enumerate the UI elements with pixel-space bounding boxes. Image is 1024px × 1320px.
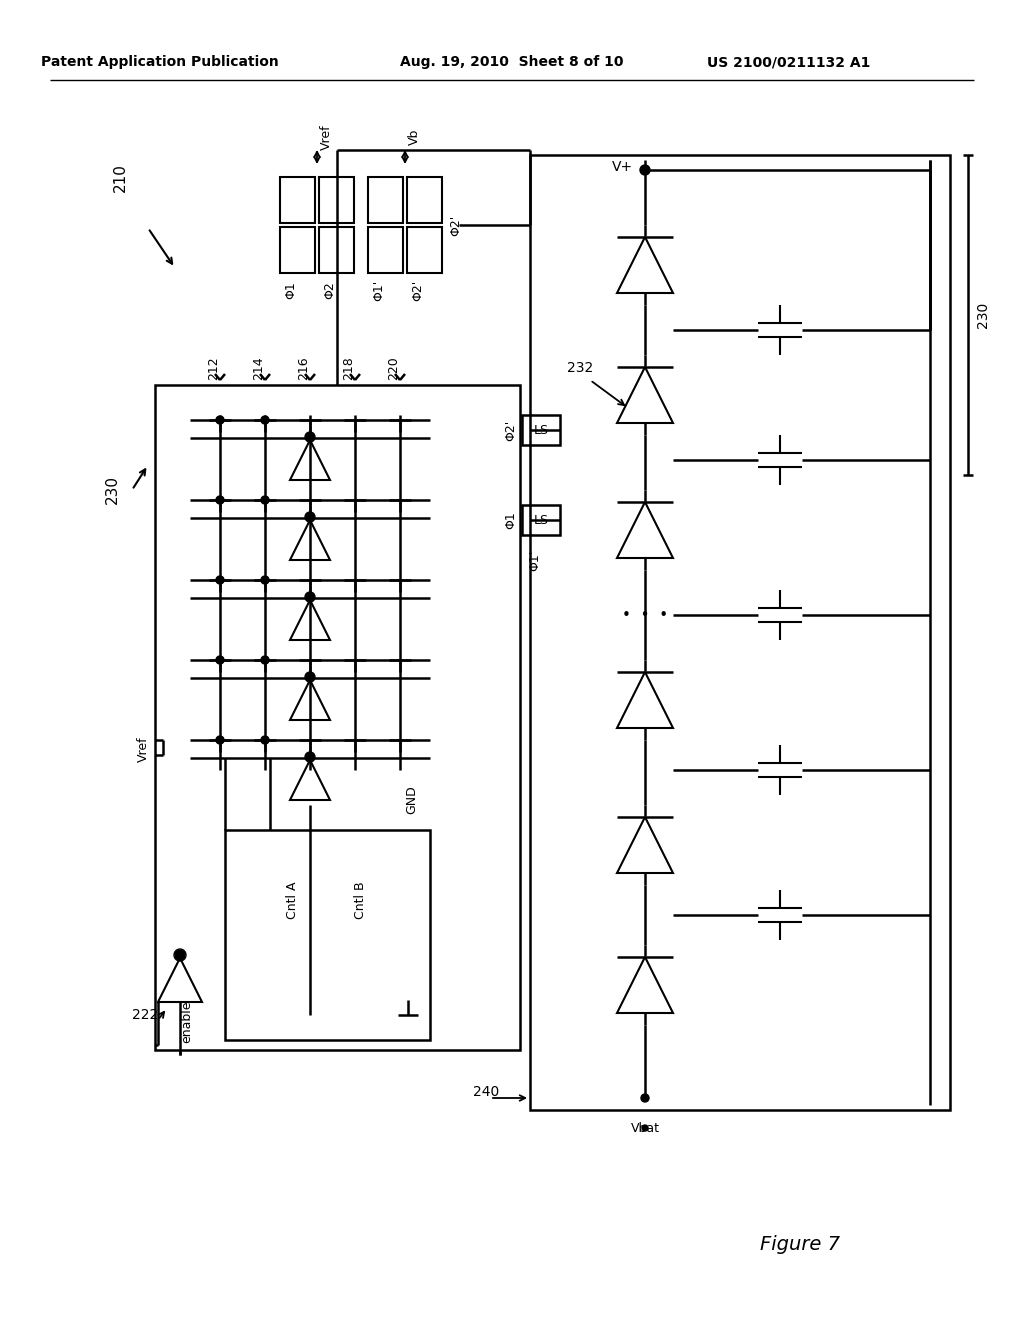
Text: Φ1: Φ1 [504, 511, 517, 529]
Text: Vref: Vref [137, 737, 150, 762]
Circle shape [642, 1125, 648, 1131]
Text: Cntl A: Cntl A [287, 882, 299, 919]
Text: 216: 216 [297, 356, 310, 380]
Text: •  •  •: • • • [622, 607, 668, 623]
Circle shape [641, 1094, 649, 1102]
Text: Vb: Vb [408, 129, 421, 145]
Text: Φ2: Φ2 [323, 281, 336, 298]
Text: Vref: Vref [319, 124, 333, 149]
Circle shape [216, 416, 224, 424]
Circle shape [306, 673, 314, 681]
Text: US 2100/0211132 A1: US 2100/0211132 A1 [707, 55, 870, 69]
Text: 230: 230 [104, 475, 120, 504]
Bar [319, 227, 354, 273]
Bar [280, 177, 315, 223]
Circle shape [216, 576, 224, 583]
Text: 214: 214 [252, 356, 265, 380]
Text: Cntl B: Cntl B [354, 882, 368, 919]
Text: enable: enable [180, 1001, 193, 1043]
Text: Φ2': Φ2' [411, 280, 424, 301]
Text: Φ2': Φ2' [450, 214, 463, 236]
Bar [522, 414, 560, 445]
Bar [530, 154, 950, 1110]
Text: 210: 210 [113, 164, 128, 193]
Bar [522, 506, 560, 535]
Circle shape [640, 165, 650, 176]
Text: Φ1: Φ1 [284, 281, 297, 298]
Circle shape [306, 593, 314, 601]
Circle shape [216, 737, 224, 744]
Text: LS: LS [534, 424, 549, 437]
Bar [407, 227, 442, 273]
Circle shape [216, 496, 224, 504]
Text: 232: 232 [567, 360, 593, 375]
Text: LS: LS [534, 513, 549, 527]
Circle shape [175, 950, 185, 960]
Circle shape [306, 513, 314, 521]
Bar [319, 177, 354, 223]
Text: Φ1': Φ1' [372, 280, 385, 301]
Text: Aug. 19, 2010  Sheet 8 of 10: Aug. 19, 2010 Sheet 8 of 10 [400, 55, 624, 69]
Circle shape [261, 416, 269, 424]
Text: 220: 220 [387, 356, 400, 380]
Text: Figure 7: Figure 7 [760, 1236, 840, 1254]
Circle shape [261, 576, 269, 583]
Text: 218: 218 [342, 356, 355, 380]
Text: Vbat: Vbat [631, 1122, 659, 1134]
Text: Φ2': Φ2' [504, 420, 517, 441]
Text: 222: 222 [132, 1008, 158, 1022]
Text: 240: 240 [473, 1085, 499, 1100]
Text: Patent Application Publication: Patent Application Publication [41, 55, 279, 69]
Text: 230: 230 [976, 302, 990, 329]
Bar [225, 830, 430, 1040]
Bar [368, 177, 403, 223]
Circle shape [216, 656, 224, 664]
Circle shape [261, 656, 269, 664]
Text: GND: GND [406, 785, 418, 814]
Circle shape [306, 752, 314, 762]
Text: V+: V+ [612, 160, 633, 174]
Circle shape [261, 737, 269, 744]
Bar [407, 177, 442, 223]
Circle shape [306, 433, 314, 441]
Circle shape [261, 496, 269, 504]
Bar [368, 227, 403, 273]
Bar [155, 385, 520, 1049]
Bar [280, 227, 315, 273]
Text: Φ1': Φ1' [528, 549, 542, 570]
Text: 212: 212 [207, 356, 220, 380]
